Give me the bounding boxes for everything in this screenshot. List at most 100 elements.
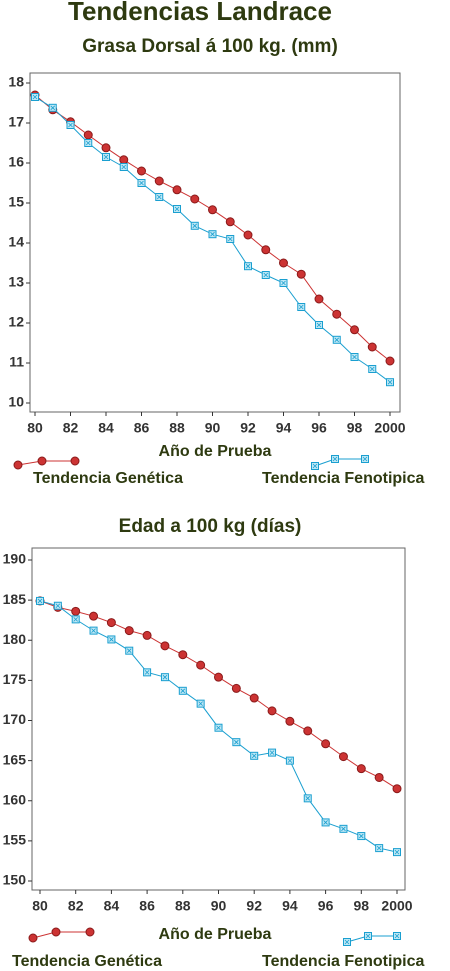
marker (279, 258, 288, 268)
marker (214, 723, 223, 732)
marker (48, 103, 57, 112)
marker-cross (216, 725, 221, 731)
marker (142, 630, 152, 640)
x-tick-label: 80 (32, 898, 48, 914)
marker-cross (323, 820, 328, 825)
marker (361, 455, 369, 463)
x-tick-label: 2000 (381, 898, 412, 914)
marker (119, 163, 128, 171)
x-tick-label: 96 (318, 898, 334, 914)
x-tick-label: 92 (240, 420, 256, 436)
legend-label: Tendencia Fenotipica (262, 953, 425, 970)
marker-cross (68, 122, 73, 128)
y-tick-label: 170 (3, 711, 27, 727)
marker-cross (55, 603, 61, 609)
x-tick-label: 90 (205, 420, 221, 436)
marker (338, 752, 348, 762)
marker (367, 342, 377, 352)
marker (364, 932, 372, 940)
marker (356, 764, 366, 774)
y-tick-label: 175 (3, 671, 27, 687)
marker-cross (162, 674, 168, 680)
marker (393, 932, 401, 940)
marker-cross (156, 194, 162, 200)
marker-cross (287, 758, 293, 763)
marker-cross (362, 456, 368, 462)
marker (296, 269, 306, 279)
x-tick-label: 82 (68, 898, 84, 914)
x-tick-label: 2000 (374, 420, 405, 436)
marker (303, 794, 312, 803)
marker (225, 217, 235, 227)
marker (102, 153, 110, 161)
marker (350, 353, 359, 361)
x-tick-label: 84 (104, 898, 120, 914)
y-tick-label: 16 (8, 154, 24, 170)
legend-line (32, 931, 90, 939)
marker (314, 294, 324, 304)
marker (392, 784, 402, 794)
marker (315, 321, 323, 329)
marker (339, 824, 348, 833)
marker (226, 235, 235, 243)
marker (178, 650, 188, 660)
marker-cross (180, 688, 186, 694)
marker (385, 356, 395, 366)
x-tick-label: 88 (175, 898, 191, 914)
marker (160, 673, 169, 682)
x-tick-label: 86 (134, 420, 150, 436)
x-tick-label: 84 (98, 420, 114, 436)
marker (51, 927, 61, 937)
marker (231, 683, 241, 693)
marker-cross (32, 94, 38, 100)
marker (173, 205, 181, 213)
marker-cross (227, 236, 233, 242)
marker (36, 596, 44, 605)
marker (178, 686, 187, 695)
marker (84, 139, 93, 147)
marker-cross (387, 379, 393, 385)
marker (31, 93, 39, 101)
x-tick-label: 82 (63, 420, 79, 436)
marker-cross (394, 849, 400, 855)
marker (321, 818, 330, 827)
legend-label: Tendencia Genética (33, 470, 183, 487)
marker (368, 365, 377, 373)
y-tick-label: 10 (8, 394, 24, 410)
marker-cross (245, 263, 251, 269)
marker (37, 456, 47, 466)
marker (190, 194, 200, 204)
marker (214, 672, 223, 682)
marker (285, 716, 295, 726)
marker-cross (263, 272, 269, 278)
marker-cross (344, 939, 350, 945)
marker (124, 626, 134, 636)
chart-title: Grasa Dorsal á 100 kg. (mm) (82, 36, 338, 57)
x-tick-label: 88 (169, 420, 185, 436)
marker (13, 460, 23, 470)
x-axis-label: Año de Prueba (159, 443, 272, 460)
marker (386, 378, 394, 387)
marker (190, 221, 199, 230)
marker (261, 271, 270, 279)
y-tick-label: 14 (8, 234, 24, 250)
legend-label: Tendencia Fenotipica (262, 470, 425, 487)
y-tick-label: 18 (8, 74, 24, 90)
marker (137, 179, 146, 187)
marker-cross (234, 739, 239, 745)
marker-cross (103, 154, 109, 160)
marker-cross (369, 366, 375, 372)
marker (332, 335, 341, 344)
marker (249, 693, 259, 703)
marker (89, 626, 98, 635)
x-tick-label: 94 (276, 420, 292, 436)
marker (321, 739, 331, 749)
y-tick-label: 13 (8, 274, 24, 290)
y-tick-label: 17 (8, 114, 24, 130)
legend-line (314, 458, 365, 467)
marker (143, 668, 152, 677)
main-title: Tendencias Landrace (68, 0, 332, 26)
marker-cross (210, 231, 215, 237)
marker (232, 738, 241, 747)
